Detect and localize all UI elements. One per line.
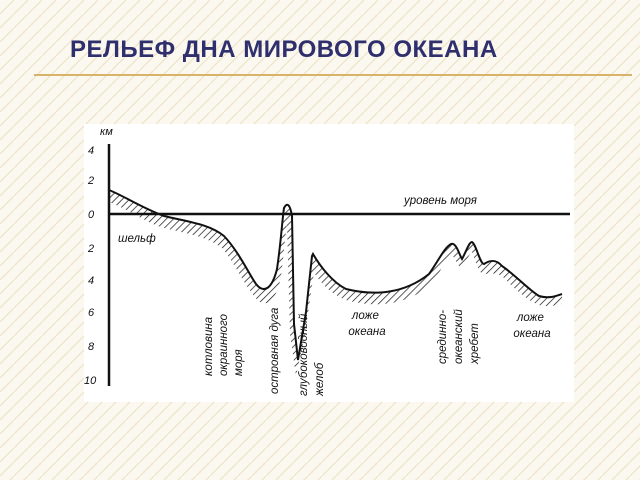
marginal-basin-label-line: моря — [233, 349, 245, 376]
ocean-floor-label-line: океана — [348, 326, 385, 338]
seafloor-profile — [108, 189, 563, 361]
marginal-basin-label-line: окраинного — [218, 313, 230, 376]
ocean-floor-label: ложе океана — [348, 310, 385, 338]
tick-label: 0 — [88, 209, 95, 221]
marginal-basin-label: котловина окраинного моря — [203, 311, 245, 376]
ocean-floor-label-line: ложе — [351, 310, 379, 322]
tick-label: 6 — [88, 307, 95, 319]
sea-level-label: уровень моря — [403, 195, 477, 207]
ocean-floor-label-line: ложе — [516, 312, 544, 324]
ridge-label-line: хребет — [469, 323, 481, 365]
title-divider — [34, 74, 632, 76]
island-arc-label: островная дуга — [269, 308, 281, 394]
ridge-label: срединно- океанский хребет — [437, 306, 481, 365]
tick-label: 8 — [88, 341, 95, 353]
shelf-label: шельф — [118, 233, 156, 245]
axis-unit-label: км — [100, 126, 113, 138]
slide-title: РЕЛЬЕФ ДНА МИРОВОГО ОКЕАНА — [70, 36, 498, 63]
ridge-label-line: срединно- — [437, 310, 449, 364]
ocean-floor-label: ложе океана — [513, 312, 550, 340]
trench-label: глубоководный желоб — [298, 311, 326, 397]
marginal-basin-label-line: котловина — [203, 317, 215, 376]
trench-label-line: глубоководный — [298, 313, 310, 396]
tick-label: 10 — [84, 375, 97, 387]
ridge-label-line: океанский — [453, 309, 465, 364]
tick-label: 4 — [88, 145, 94, 157]
tick-label: 2 — [87, 175, 94, 187]
trench-label-line: желоб — [314, 362, 326, 397]
tick-label: 2 — [87, 243, 94, 255]
seafloor-relief-diagram: км 4 2 0 2 4 6 8 10 уровень моря шельф л… — [84, 124, 574, 402]
tick-label: 4 — [88, 275, 94, 287]
ocean-floor-label-line: океана — [513, 328, 550, 340]
